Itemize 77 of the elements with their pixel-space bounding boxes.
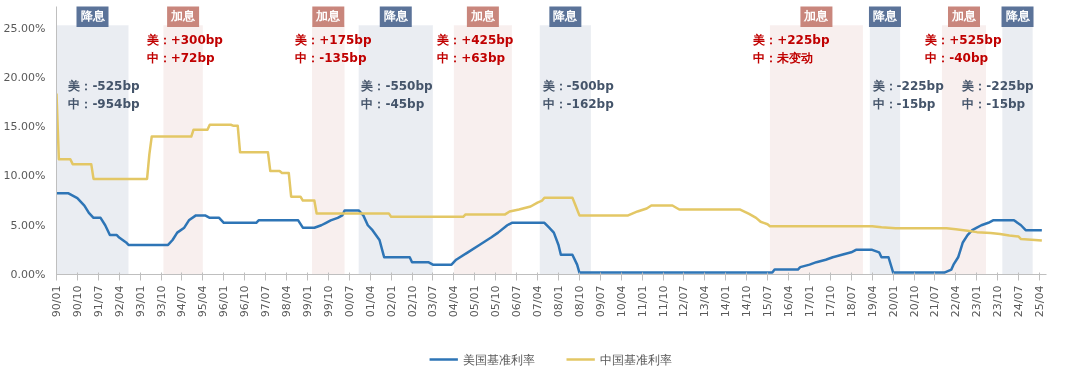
x-tick-label: 11/10 [656, 285, 670, 318]
annotation: 美：-225bp 中：-15bp [871, 78, 945, 112]
x-tick-label: 93/01 [133, 285, 147, 318]
x-tick-label: 16/04 [782, 285, 796, 318]
x-tick-label: 06/07 [510, 285, 524, 318]
y-tick-label: 5.00% [10, 218, 46, 232]
x-tick-label: 03/07 [426, 285, 440, 318]
x-tick-label: 14/10 [740, 285, 754, 318]
x-tick-label: 15/07 [761, 285, 775, 318]
x-tick-label: 20/10 [907, 285, 921, 318]
band-label: 降息 [80, 8, 106, 23]
x-tick-label: 04/04 [447, 285, 461, 318]
x-tick-label: 08/10 [572, 285, 586, 318]
x-tick-label: 25/04 [1033, 285, 1047, 318]
x-tick-label: 21/07 [928, 285, 942, 318]
x-tick-label: 97/07 [259, 285, 273, 318]
annotation: 美：+300bp 中：+72bp [145, 33, 224, 66]
x-tick-label: 17/01 [803, 285, 817, 318]
line-series [56, 92, 1044, 242]
x-tick-label: 90/10 [70, 285, 84, 318]
x-tick-label: 01/04 [363, 285, 377, 318]
band-label: 降息 [1005, 8, 1031, 23]
y-tick-label: 0.00% [10, 268, 46, 281]
x-tick-label: 98/04 [279, 285, 293, 318]
x-tick-label: 05/01 [468, 285, 482, 318]
annotation: 美：+525bp 中：-40bp [924, 33, 1002, 66]
x-tick-label: 24/07 [1012, 285, 1026, 318]
x-tick-label: 99/10 [321, 285, 335, 318]
x-tick-label: 20/01 [886, 285, 900, 318]
x-tick-label: 14/01 [719, 285, 733, 318]
annotation: 美：-550bp 中：-45bp [360, 78, 434, 112]
band-label: 降息 [553, 8, 579, 23]
x-tick-label: 95/04 [196, 285, 210, 318]
x-tick-label: 05/10 [489, 285, 503, 318]
x-tick-label: 10/04 [614, 285, 628, 318]
y-tick-label: 20.00% [3, 70, 46, 84]
x-tick-label: 96/01 [217, 285, 231, 318]
annotation: 美：+425bp 中：+63bp [436, 33, 514, 66]
x-tick-label: 92/04 [112, 285, 126, 318]
x-tick-label: 23/01 [970, 285, 984, 318]
annotation: 美：+225bp 中：未变动 [752, 33, 830, 66]
y-tick-label: 10.00% [3, 169, 46, 183]
band-label: 加息 [950, 8, 977, 23]
x-tick-label: 23/10 [991, 285, 1005, 318]
x-tick-label: 02/10 [405, 285, 419, 318]
x-tick-label: 02/01 [384, 285, 398, 318]
x-tick-label: 07/04 [530, 285, 544, 318]
annotation: 美：+175bp 中：-135bp [294, 33, 372, 66]
x-tick-label: 94/07 [175, 285, 189, 318]
band-label: 降息 [872, 8, 898, 23]
x-tick-label: 99/01 [300, 285, 314, 318]
legend-label: 中国基准利率 [599, 352, 672, 367]
band-label: 加息 [469, 8, 496, 23]
annotation: 美：-225bp 中：-15bp [961, 78, 1034, 112]
x-tick-label: 12/07 [677, 285, 691, 318]
y-tick-label: 25.00% [3, 21, 46, 35]
band-label: 加息 [315, 8, 342, 23]
x-tick-label: 00/07 [342, 285, 356, 318]
x-tick-label: 90/01 [50, 285, 63, 318]
x-tick-label: 22/04 [949, 285, 963, 318]
x-tick-label: 93/10 [154, 285, 168, 318]
x-tick-label: 17/10 [823, 285, 837, 318]
band-label: 加息 [170, 8, 197, 23]
x-tick-label: 19/04 [865, 285, 879, 318]
x-tick-label: 08/01 [551, 285, 565, 318]
y-tick-label: 15.00% [3, 120, 46, 134]
annotation: 美：-525bp 中：-954bp [67, 78, 140, 112]
x-tick-label: 13/04 [698, 285, 712, 318]
x-tick-label: 09/07 [593, 285, 607, 318]
x-tick-label: 96/10 [238, 285, 252, 318]
x-tick-label: 18/07 [844, 285, 858, 318]
annotation: 美：-500bp 中：-162bp [541, 78, 615, 112]
x-tick-label: 11/01 [635, 285, 649, 318]
band-label: 加息 [803, 8, 830, 23]
band-label: 降息 [383, 8, 409, 23]
legend-label: 美国基准利率 [462, 352, 535, 367]
x-tick-label: 91/07 [91, 285, 105, 318]
